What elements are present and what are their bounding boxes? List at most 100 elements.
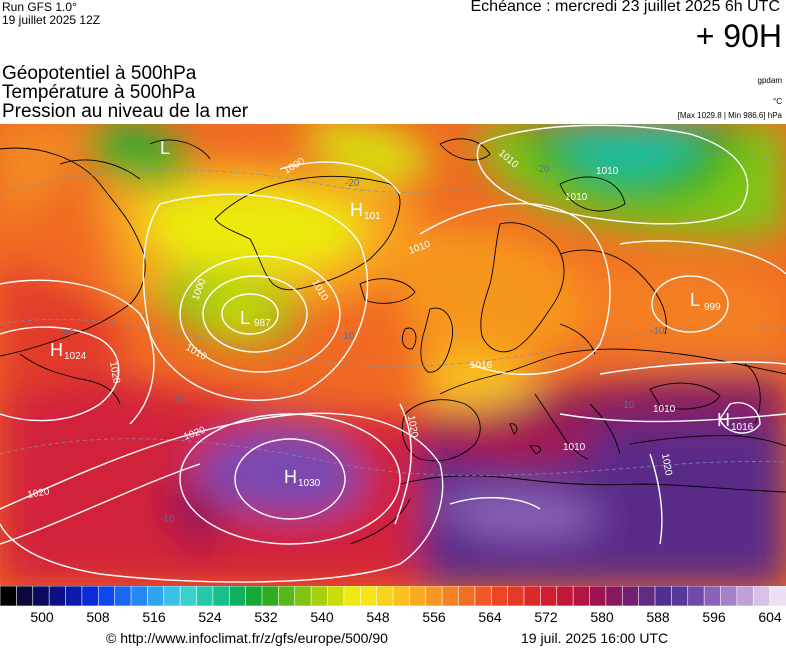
title-temperature: Température à 500hPa bbox=[2, 82, 196, 103]
temperature-label: -20 bbox=[535, 164, 550, 175]
low-center-999: L 999 bbox=[690, 290, 721, 313]
isobar-label: 1020 bbox=[659, 453, 674, 477]
colorbar-tick-label: 524 bbox=[198, 609, 222, 625]
colorbar-swatch bbox=[376, 586, 394, 606]
run-model-label: Run GFS 1.0° bbox=[2, 0, 77, 14]
svg-text:H: H bbox=[350, 200, 363, 220]
colorbar-swatch bbox=[703, 586, 722, 606]
temperature-label: -20 bbox=[345, 178, 360, 189]
colorbar-swatch bbox=[556, 586, 575, 606]
colorbar-swatch bbox=[228, 586, 247, 606]
unit-celsius: °C bbox=[773, 97, 782, 106]
svg-text:H: H bbox=[284, 467, 297, 487]
colorbar-swatch bbox=[671, 586, 689, 606]
forecast-valid-time: Echéance : mercredi 23 juillet 2025 6h U… bbox=[470, 0, 781, 15]
colorbar-swatch bbox=[752, 586, 771, 606]
isobar-label: 1020 bbox=[107, 361, 122, 385]
colorbar-swatch bbox=[540, 586, 558, 606]
colorbar-tick-label: 540 bbox=[310, 609, 334, 625]
svg-text:L: L bbox=[240, 308, 250, 328]
colorbar-swatch bbox=[720, 586, 738, 606]
colorbar-swatch bbox=[572, 586, 591, 606]
run-date-label: 19 juillet 2025 12Z bbox=[2, 13, 101, 27]
colorbar-swatch bbox=[0, 586, 18, 606]
colorbar-swatch bbox=[16, 586, 34, 606]
colorbar-swatch bbox=[507, 586, 525, 606]
colorbar-tick-label: 556 bbox=[422, 609, 446, 625]
temperature-label: -10 bbox=[620, 400, 635, 411]
colorbar-tick-label: 580 bbox=[590, 609, 614, 625]
pressure-range-label: [Max 1029.8 | Min 986.6] hPa bbox=[677, 111, 782, 120]
colorbar-swatch bbox=[409, 586, 427, 606]
isotherms bbox=[0, 154, 786, 476]
isobar-label: 1010 bbox=[596, 166, 619, 177]
colorbar-swatch bbox=[48, 586, 67, 606]
colorbar-swatch bbox=[605, 586, 624, 606]
colorbar-tick-label: 604 bbox=[758, 609, 782, 625]
temperature-label: -10 bbox=[60, 328, 75, 339]
svg-text:1024: 1024 bbox=[64, 351, 87, 362]
colorbar-swatch bbox=[769, 586, 786, 606]
high-center-iceland: H 101 bbox=[350, 200, 381, 222]
colorbar-swatch bbox=[425, 586, 444, 606]
source-url-link[interactable]: © http://www.infoclimat.fr/z/gfs/europe/… bbox=[106, 630, 388, 646]
colorbar-swatch bbox=[654, 586, 673, 606]
svg-text:1030: 1030 bbox=[298, 478, 321, 489]
colorbar-swatch bbox=[196, 586, 214, 606]
colorbar-swatch bbox=[294, 586, 313, 606]
colorbar-tick-label: 508 bbox=[86, 609, 110, 625]
isobar-label: 1020 bbox=[27, 486, 51, 501]
svg-text:H: H bbox=[50, 340, 63, 360]
colorbar-swatch bbox=[736, 586, 755, 606]
colorbar-tick-label: 588 bbox=[646, 609, 670, 625]
temperature-label: -10 bbox=[172, 394, 187, 405]
colorbar-swatch bbox=[589, 586, 607, 606]
colorbar-swatch bbox=[392, 586, 411, 606]
title-geopotential: Géopotentiel à 500hPa bbox=[2, 63, 197, 84]
colorbar-swatch bbox=[474, 586, 493, 606]
svg-text:101: 101 bbox=[364, 211, 381, 222]
temperature-label: -10 bbox=[160, 514, 175, 525]
forecast-map: 1000 1010 1010 1010 1010 1010 1016 1020 … bbox=[0, 124, 786, 586]
svg-text:L: L bbox=[690, 290, 700, 310]
colorbar-swatch bbox=[130, 586, 149, 606]
low-center-987: L 987 bbox=[240, 308, 271, 329]
isobar-label: 1016 bbox=[470, 360, 493, 371]
isobar-label: 1020 bbox=[405, 415, 420, 439]
colorbar-swatch bbox=[278, 586, 296, 606]
colorbar-swatch bbox=[212, 586, 231, 606]
colorbar-tick-label: 564 bbox=[478, 609, 502, 625]
geopotential-field: 1000 1010 1010 1010 1010 1010 1016 1020 … bbox=[0, 124, 786, 586]
temperature-label: -10 bbox=[340, 331, 355, 342]
colorbar-swatch bbox=[687, 586, 706, 606]
colorbar-swatch bbox=[310, 586, 329, 606]
colorbar-swatch bbox=[490, 586, 509, 606]
svg-text:L: L bbox=[160, 138, 170, 158]
colorbar-tick-label: 548 bbox=[366, 609, 390, 625]
colorbar-swatch bbox=[261, 586, 280, 606]
colorbar-swatch bbox=[638, 586, 656, 606]
colorbar-swatch bbox=[523, 586, 542, 606]
temperature-label: -10 bbox=[650, 326, 665, 337]
svg-text:1016: 1016 bbox=[731, 422, 754, 433]
colorbar-swatch bbox=[343, 586, 362, 606]
colorbar-tick-label: 596 bbox=[702, 609, 726, 625]
high-center-1030: H 1030 bbox=[284, 467, 321, 489]
colorbar-swatch bbox=[163, 586, 182, 606]
colorbar-tick-label: 500 bbox=[30, 609, 54, 625]
lead-time-label: + 90H bbox=[695, 18, 782, 54]
low-center-north: L bbox=[160, 138, 170, 158]
colorbar-tick-label: 572 bbox=[534, 609, 558, 625]
high-center-1016: H 1016 bbox=[717, 410, 754, 433]
colorbar-swatch bbox=[327, 586, 345, 606]
colorbar-ticks: 500 508 516 524 532 540 548 556 564 572 580 588 596 6… bbox=[0, 609, 786, 625]
isobar-label: 1010 bbox=[653, 404, 676, 415]
unit-gpdam: gpdam bbox=[757, 76, 782, 85]
pressure-centers: L 987 L 999 L H 1024 H 1030 H 1016 bbox=[50, 138, 754, 489]
high-center-1024: H 1024 bbox=[50, 340, 87, 362]
colorbar-tick-label: 516 bbox=[142, 609, 166, 625]
colorbar bbox=[0, 586, 786, 606]
colorbar-swatch bbox=[81, 586, 100, 606]
colorbar-swatch bbox=[32, 586, 51, 606]
colorbar-swatch bbox=[114, 586, 132, 606]
